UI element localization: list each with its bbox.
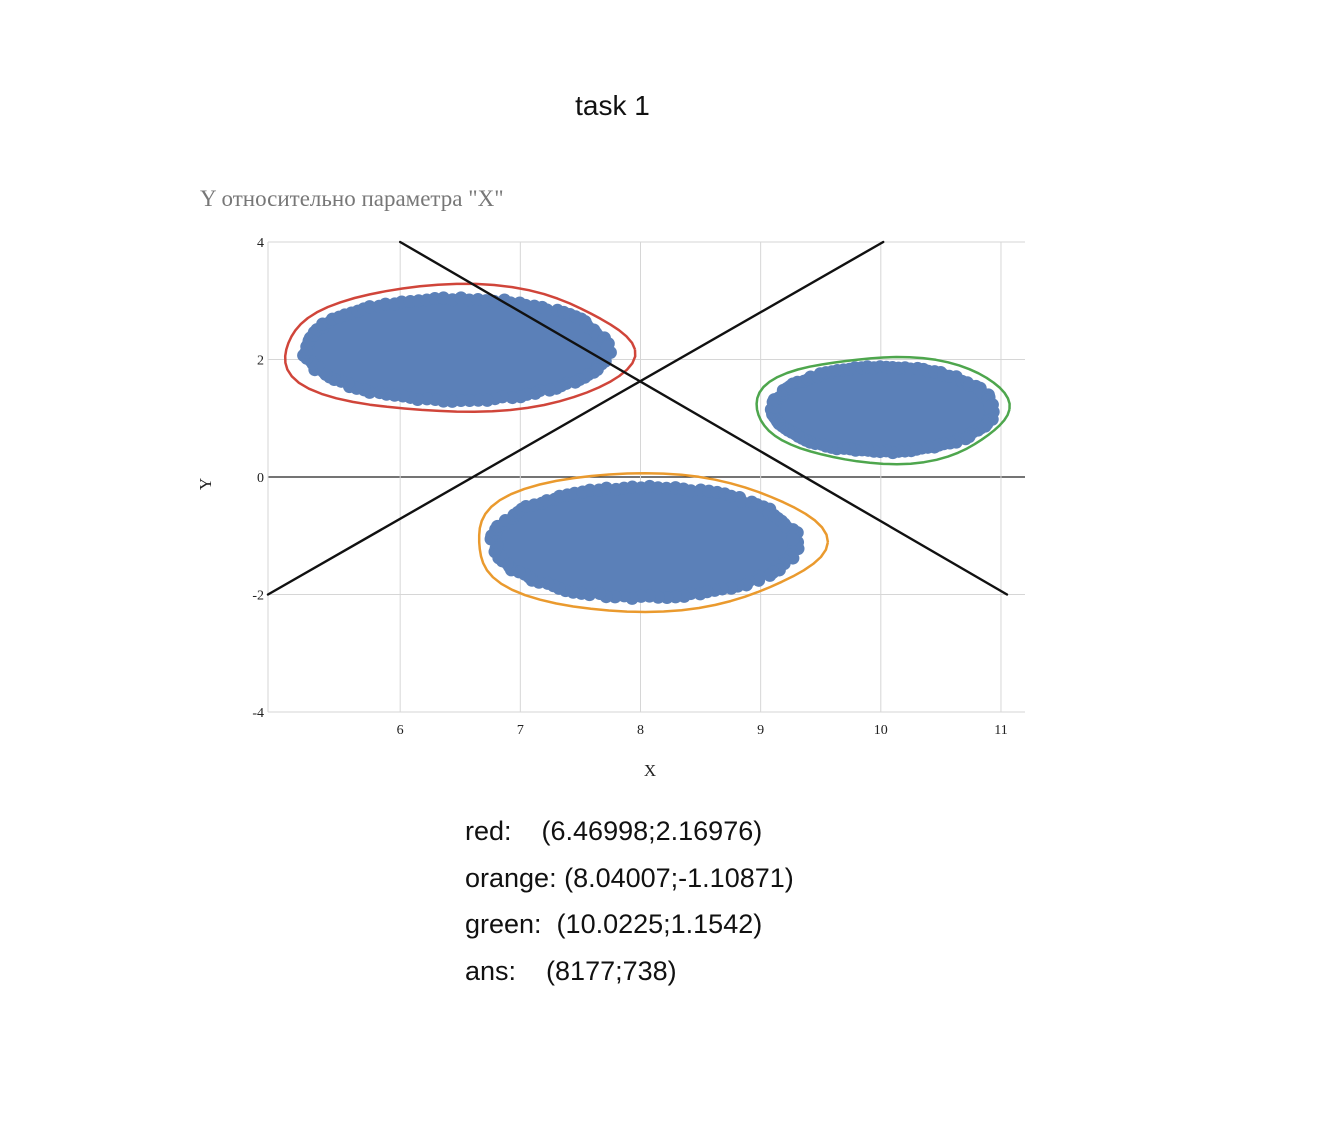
cluster-red: [283, 282, 637, 414]
x-tick-label: 8: [637, 723, 644, 738]
cluster-outline: [755, 355, 1011, 466]
data-point: [583, 483, 597, 497]
data-point: [379, 297, 393, 311]
data-point: [684, 484, 698, 498]
data-point: [593, 587, 607, 601]
y-tick-label: 2: [257, 354, 264, 369]
data-point: [752, 573, 766, 587]
grid: [267, 241, 1025, 713]
separator-line: [398, 240, 1009, 596]
y-axis-ticks: 4 2 0 -2 -4: [252, 236, 264, 721]
results-block: red: (6.46998;2.16976) orange: (8.04007;…: [465, 808, 794, 994]
data-point: [735, 494, 749, 508]
data-point: [505, 391, 519, 405]
x-axis-ticks: 6 7 8 9 10 11: [397, 723, 1008, 738]
result-orange: orange: (8.04007;-1.10871): [465, 862, 794, 893]
y-axis-label: Y: [196, 478, 215, 490]
data-point: [540, 303, 554, 317]
y-tick-label: -2: [252, 589, 264, 604]
cluster-outline: [477, 471, 830, 614]
cluster-green: [755, 355, 1011, 466]
result-ans: ans: (8177;738): [465, 955, 677, 986]
scatter-chart: Y относительно параметра "X" 4 2 0 -2 -4 6 7 8…: [196, 186, 1025, 780]
result-green: green: (10.0225;1.1542): [465, 909, 763, 939]
data-point: [763, 568, 777, 582]
cluster-orange: [477, 471, 830, 614]
chart-title: Y относительно параметра "X": [200, 186, 504, 211]
page-title: task 1: [575, 90, 650, 121]
cluster-body: [493, 486, 797, 598]
separator-line: [266, 240, 885, 596]
data-point: [373, 386, 387, 400]
data-point: [693, 587, 707, 601]
data-point: [600, 340, 614, 354]
y-tick-label: -4: [252, 706, 264, 721]
x-axis-label: X: [644, 761, 656, 780]
clusters: [283, 282, 1011, 614]
cluster-outline: [283, 282, 637, 414]
cluster-body: [305, 298, 609, 401]
result-red: red: (6.46998;2.16976): [465, 816, 763, 846]
cluster-body: [773, 366, 993, 453]
data-point: [504, 296, 518, 310]
data-point: [420, 392, 434, 406]
data-point: [983, 400, 997, 414]
x-tick-label: 9: [757, 723, 764, 738]
data-point: [543, 383, 557, 397]
y-tick-label: 4: [257, 236, 264, 251]
x-tick-label: 6: [397, 723, 404, 738]
x-tick-label: 10: [874, 723, 888, 738]
x-tick-label: 7: [517, 723, 524, 738]
data-point: [786, 532, 800, 546]
data-point: [599, 481, 613, 495]
y-tick-label: 0: [257, 471, 264, 486]
annotations: [266, 240, 1009, 596]
x-tick-label: 11: [994, 723, 1007, 738]
data-point: [363, 300, 377, 314]
